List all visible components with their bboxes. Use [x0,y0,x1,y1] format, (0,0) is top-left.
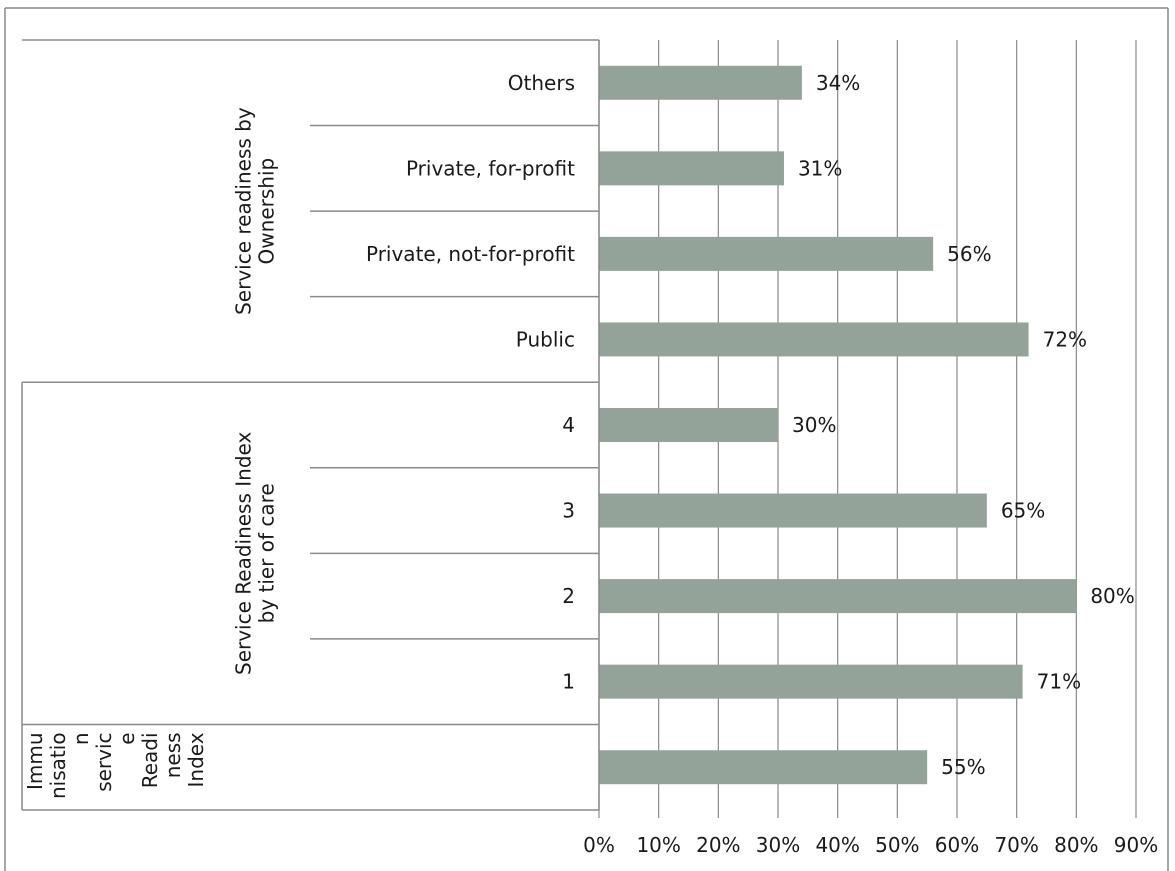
x-tick-label: 20% [696,833,740,857]
group-label-line: Service readiness by [232,107,256,315]
data-label: 72% [1043,327,1087,351]
bar [599,322,1029,357]
category-label: Public [516,327,575,351]
group-label-line: Immu [23,732,47,790]
x-tick-label: 80% [1054,833,1098,857]
bar [599,408,778,442]
bar [599,236,934,271]
group-label-line: by tier of care [255,483,279,623]
bar [599,664,1023,699]
category-label: 3 [562,499,575,523]
group-label-line: ness [161,732,185,778]
data-label: 65% [1001,499,1045,523]
group-label-line: n [69,732,93,745]
data-label: 34% [816,71,860,95]
data-label: 71% [1037,670,1081,694]
category-label: Private, not-for-profit [366,242,575,266]
bar [599,579,1077,614]
bar [599,65,802,100]
data-label: 30% [792,413,836,437]
bar [599,151,784,186]
bar [599,493,987,528]
data-label: 55% [941,755,985,779]
category-label: Private, for-profit [406,156,575,180]
x-tick-label: 30% [756,833,800,857]
chart-plot: 0% 10% 20% 30% 40% 50% 60% 70% 80% 90%34%Others31… [21,39,1158,857]
group-label-line: Service Readiness Index [232,432,256,675]
category-label: 1 [562,670,575,694]
category-label: 2 [562,584,575,608]
x-tick-label: 50% [875,833,919,857]
x-tick-label: 60% [935,833,979,857]
group-label-line: nisatio [46,732,70,799]
category-label: 4 [562,413,575,437]
group-label-line: e [115,732,139,744]
group-label-line: Readi [138,732,162,788]
x-tick-label: 70% [994,833,1038,857]
category-label: Others [508,71,575,95]
group-label-line: Index [184,732,208,787]
data-label: 31% [798,156,842,180]
data-label: 80% [1090,584,1134,608]
bar [599,750,928,785]
group-label-line: servic [92,732,116,791]
x-tick-label: 90% [1114,833,1158,857]
x-tick-label: 10% [636,833,680,857]
group-label-line: Ownership [255,158,279,265]
data-label: 56% [947,242,991,266]
x-tick-label: 40% [815,833,859,857]
x-tick-label: 0% [583,833,615,857]
